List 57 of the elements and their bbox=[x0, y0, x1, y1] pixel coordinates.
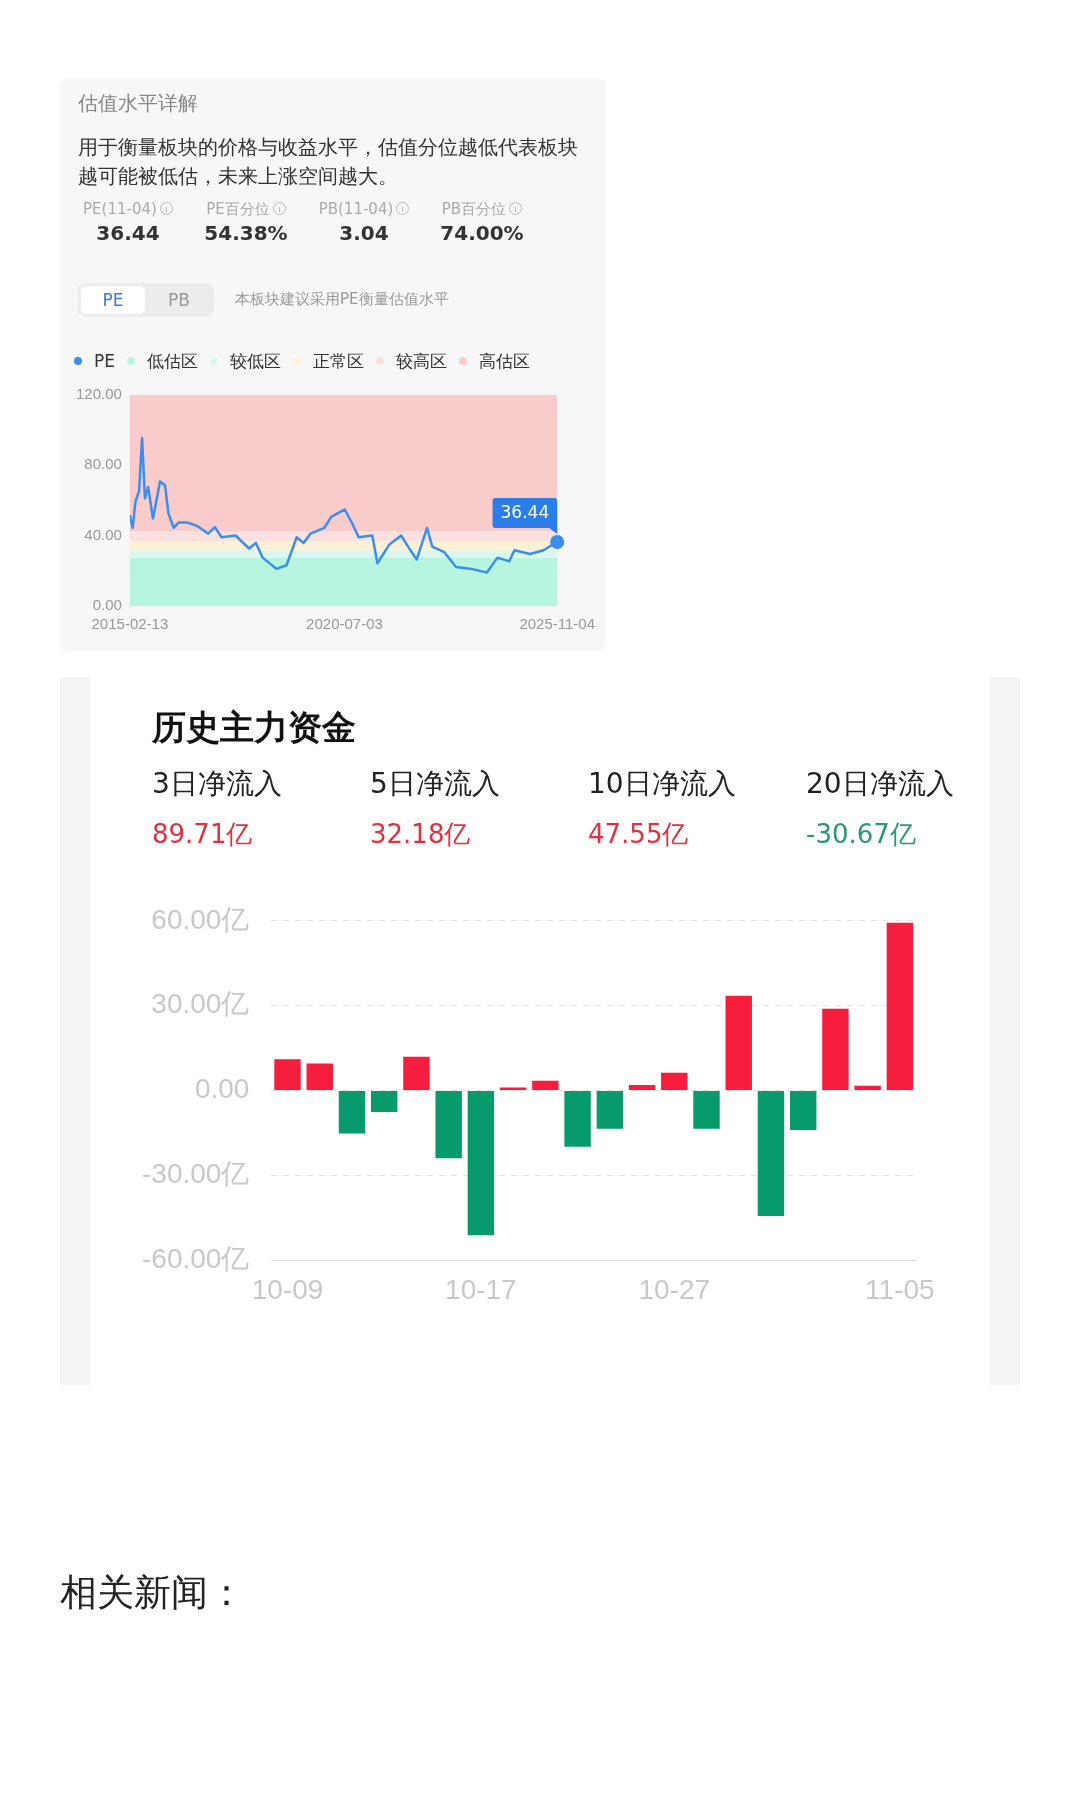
chart-title: 历史主力资金 bbox=[152, 706, 356, 749]
legend-label: 低估区 bbox=[146, 351, 198, 371]
bar bbox=[822, 1008, 849, 1091]
text: 3.04 bbox=[338, 221, 390, 245]
text: 本板块建议采用PE衡量估值水平 bbox=[235, 290, 449, 309]
text: 3日净流入 bbox=[152, 766, 282, 802]
text: 36.44 bbox=[95, 221, 161, 245]
text: 47.55亿 bbox=[588, 818, 689, 851]
bar bbox=[789, 1091, 817, 1130]
x-tick-label: 2020-07-03 bbox=[306, 615, 383, 633]
bar bbox=[596, 1091, 624, 1129]
text: PE bbox=[81, 286, 145, 314]
bar bbox=[725, 995, 752, 1091]
bar bbox=[661, 1072, 688, 1091]
text: PE百分位 bbox=[205, 200, 271, 219]
legend-label: 正常区 bbox=[312, 351, 364, 371]
text: -30.67亿 bbox=[806, 818, 916, 851]
text: 相关新闻： bbox=[60, 1570, 245, 1616]
text: 10日净流入 bbox=[588, 766, 736, 802]
bar bbox=[370, 1091, 398, 1113]
bar bbox=[274, 1059, 301, 1091]
text: PE(11-04) bbox=[82, 200, 158, 218]
text: PB百分位 bbox=[440, 200, 508, 219]
annotation: 36.44 bbox=[500, 502, 550, 523]
legend-label: PE bbox=[93, 351, 115, 371]
bar bbox=[854, 1085, 881, 1091]
text: 89.71亿 bbox=[152, 818, 253, 851]
x-tick-label: 2015-02-13 bbox=[91, 615, 169, 633]
text: 74.00% bbox=[439, 221, 525, 245]
bar bbox=[757, 1091, 785, 1216]
text: PB(11-04) bbox=[317, 200, 395, 218]
text: PB bbox=[167, 289, 191, 312]
bar bbox=[886, 922, 914, 1091]
bar bbox=[338, 1091, 366, 1134]
legend-label: 高估区 bbox=[478, 351, 530, 371]
bar bbox=[306, 1063, 333, 1091]
bar bbox=[693, 1091, 720, 1129]
y-tick-label: 120.00 bbox=[75, 385, 122, 403]
bar bbox=[532, 1080, 559, 1091]
bar bbox=[435, 1091, 462, 1159]
x-tick-label: 2025-11-04 bbox=[519, 615, 595, 633]
legend-label: 较高区 bbox=[395, 351, 447, 371]
y-tick-label: 40.00 bbox=[84, 525, 122, 543]
text: 54.38% bbox=[203, 221, 289, 245]
y-tick-label: 0.00 bbox=[92, 596, 122, 614]
y-tick-label: 80.00 bbox=[84, 455, 122, 473]
bar bbox=[499, 1087, 527, 1091]
bar bbox=[467, 1091, 495, 1236]
bar bbox=[564, 1091, 591, 1147]
text: 5日净流入 bbox=[370, 766, 500, 802]
bar bbox=[628, 1084, 656, 1091]
text: 32.18亿 bbox=[370, 818, 471, 851]
legend-label: 较低区 bbox=[229, 351, 281, 371]
text: 20日净流入 bbox=[806, 766, 954, 802]
chart-title: 估值水平详解 bbox=[78, 90, 198, 117]
chart-subtitle: 用于衡量板块的价格与收益水平，估值分位越低代表板块越可能被低估，未来上涨空间越大。 bbox=[78, 134, 578, 190]
bar bbox=[403, 1056, 430, 1091]
